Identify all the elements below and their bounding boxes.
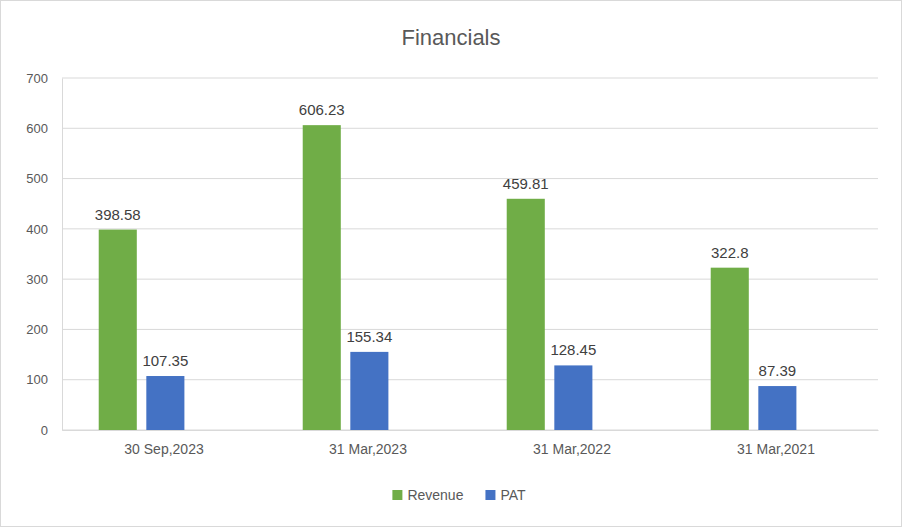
x-tick-label: 30 Sep,2023: [124, 441, 204, 457]
grid-line: [62, 228, 878, 229]
y-tick: 100: [26, 372, 62, 387]
data-label: 87.39: [759, 362, 797, 379]
data-label: 322.8: [711, 244, 749, 261]
bar: [554, 365, 592, 430]
legend-swatch: [392, 490, 402, 500]
data-label: 398.58: [95, 206, 141, 223]
x-tick: 30 Sep,2023: [124, 430, 204, 457]
y-tick-label: 0: [41, 423, 48, 438]
y-tick-label: 600: [26, 121, 48, 136]
x-tick-label: 31 Mar,2023: [329, 441, 407, 457]
chart-frame: [1, 1, 902, 527]
y-tick-label: 300: [26, 272, 48, 287]
y-tick-label: 700: [26, 71, 48, 86]
x-tick: 31 Mar,2023: [329, 430, 407, 457]
legend-item: Revenue: [392, 487, 463, 503]
x-tick-label: 31 Mar,2022: [533, 441, 611, 457]
data-label: 128.45: [550, 341, 596, 358]
bar: [99, 230, 137, 430]
y-tick: 0: [41, 423, 62, 438]
chart: 0 100 200 300 400 500 600 700 30 Sep,2023 31 Mar,…: [0, 0, 902, 527]
grid: [62, 78, 878, 430]
data-label: 606.23: [299, 101, 345, 118]
y-tick: 500: [26, 171, 62, 186]
bar: [507, 199, 545, 430]
legend-label: PAT: [500, 487, 526, 503]
data-labels: 398.58 606.23 459.81 322.8 107.35 155.34 128.4…: [95, 101, 796, 379]
y-tick-label: 400: [26, 222, 48, 237]
x-tick-label: 31 Mar,2021: [737, 441, 815, 457]
y-tick: 700: [26, 71, 62, 86]
grid-line: [62, 279, 878, 280]
y-tick: 200: [26, 322, 62, 337]
bar: [303, 125, 341, 430]
y-tick-label: 200: [26, 322, 48, 337]
grid-line: [62, 329, 878, 330]
bars: [99, 125, 797, 430]
y-tick: 300: [26, 272, 62, 287]
bar: [711, 268, 749, 430]
data-label: 459.81: [503, 175, 549, 192]
grid-line: [62, 128, 878, 129]
bar: [758, 386, 796, 430]
bar: [146, 376, 184, 430]
title: Financials: [401, 25, 500, 50]
legend-swatch: [485, 490, 495, 500]
y-tick-label: 100: [26, 372, 48, 387]
legend-label: Revenue: [407, 487, 463, 503]
plot-area: 0 100 200 300 400 500 600 700 30 Sep,2023 31 Mar,…: [26, 71, 878, 457]
x-tick: 31 Mar,2022: [533, 430, 611, 457]
y-tick: 400: [26, 222, 62, 237]
y-tick: 600: [26, 121, 62, 136]
legend: Revenue PAT: [392, 487, 526, 503]
data-label: 155.34: [346, 328, 392, 345]
y-axis-line: [62, 79, 63, 431]
x-tick: 31 Mar,2021: [737, 430, 815, 457]
data-label: 107.35: [142, 352, 188, 369]
x-axis-line: [63, 430, 879, 431]
grid-line: [62, 178, 878, 179]
x-axis: 30 Sep,2023 31 Mar,2023 31 Mar,2022 31 Mar,…: [63, 430, 879, 457]
grid-line: [62, 78, 878, 79]
y-axis: 0 100 200 300 400 500 600 700: [26, 71, 62, 438]
bar: [350, 352, 388, 430]
y-tick-label: 500: [26, 171, 48, 186]
legend-item: PAT: [485, 487, 526, 503]
